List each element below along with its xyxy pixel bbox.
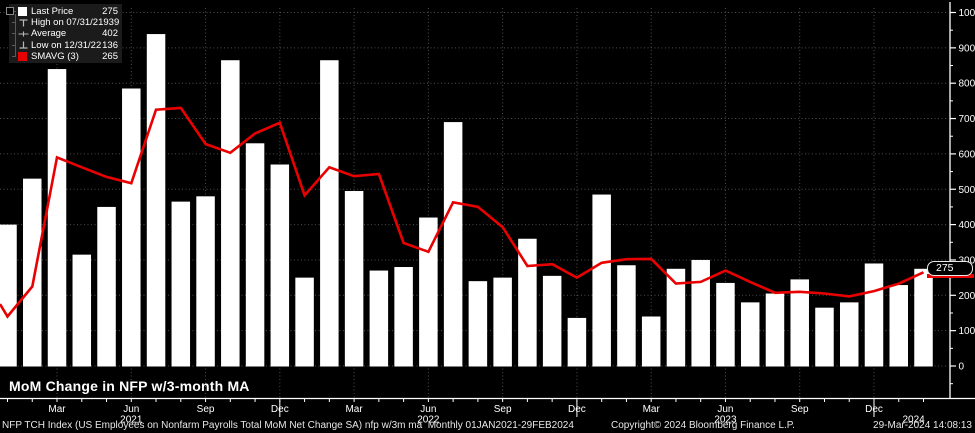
svg-text:600: 600 (959, 149, 975, 160)
svg-text:1000: 1000 (959, 8, 975, 19)
svg-text:2021: 2021 (120, 415, 143, 426)
legend-tree-stub (12, 55, 16, 57)
low-marker-icon (18, 40, 31, 50)
svg-text:Mar: Mar (643, 404, 661, 415)
footer-timestamp: 29-Mar-2024 14:08:13 (873, 420, 972, 431)
legend-tree-stub (12, 44, 16, 46)
legend-label: Last Price (31, 6, 74, 18)
smavg-swatch-icon (18, 51, 31, 61)
svg-text:400: 400 (959, 220, 975, 231)
legend-tree-stub (12, 11, 16, 13)
svg-text:Jun: Jun (717, 404, 733, 415)
high-marker-icon (18, 18, 31, 28)
legend-value: 402 (102, 28, 118, 40)
legend-tree-stub (12, 33, 16, 35)
legend-expander-icon[interactable] (6, 7, 14, 15)
legend-label: Low on 12/31/22 (31, 39, 102, 51)
chart-legend: Last Price 275 High on 07/31/21 939 Aver… (6, 4, 122, 63)
legend-row-smavg[interactable]: SMAVG (3) 265 (9, 51, 122, 62)
svg-text:Mar: Mar (345, 404, 363, 415)
footer-copyright: Copyright© 2024 Bloomberg Finance L.P. (611, 420, 795, 431)
svg-text:Sep: Sep (197, 404, 215, 415)
svg-text:300: 300 (959, 255, 975, 266)
svg-text:2023: 2023 (714, 415, 737, 426)
svg-text:900: 900 (959, 43, 975, 54)
legend-value: 939 (103, 17, 120, 29)
legend-row-last-price[interactable]: Last Price 275 (9, 6, 122, 17)
chart-title: MoM Change in NFP w/3-month MA (9, 378, 250, 394)
svg-text:Mar: Mar (48, 404, 66, 415)
footer-ticker-description: NFP TCH Index (US Employees on Nonfarm P… (2, 420, 574, 431)
smavg-axis-marker (927, 274, 974, 278)
svg-text:800: 800 (959, 79, 975, 90)
svg-text:0: 0 (959, 362, 965, 373)
legend-value: 136 (102, 39, 118, 51)
last-price-swatch-icon (18, 7, 31, 17)
svg-text:500: 500 (959, 185, 975, 196)
legend-row-low[interactable]: Low on 12/31/22 136 (9, 40, 122, 51)
last-price-badge: 275 (927, 261, 973, 276)
svg-text:200: 200 (959, 291, 975, 302)
legend-tree-stub (12, 22, 16, 24)
legend-value: 265 (102, 50, 118, 62)
average-marker-icon (18, 29, 31, 39)
svg-text:700: 700 (959, 114, 975, 125)
legend-label: SMAVG (3) (31, 50, 79, 62)
svg-text:2024: 2024 (902, 415, 925, 426)
legend-row-high[interactable]: High on 07/31/21 939 (9, 17, 122, 28)
legend-value: 275 (102, 6, 118, 18)
legend-row-average[interactable]: Average 402 (9, 28, 122, 39)
svg-text:Sep: Sep (494, 404, 512, 415)
svg-text:Jun: Jun (123, 404, 139, 415)
svg-text:Jun: Jun (420, 404, 436, 415)
legend-label: High on 07/31/21 (31, 17, 104, 29)
svg-text:2022: 2022 (417, 415, 440, 426)
svg-text:Sep: Sep (791, 404, 809, 415)
legend-tree-line (15, 14, 16, 57)
legend-label: Average (31, 28, 67, 40)
svg-text:100: 100 (959, 326, 975, 337)
